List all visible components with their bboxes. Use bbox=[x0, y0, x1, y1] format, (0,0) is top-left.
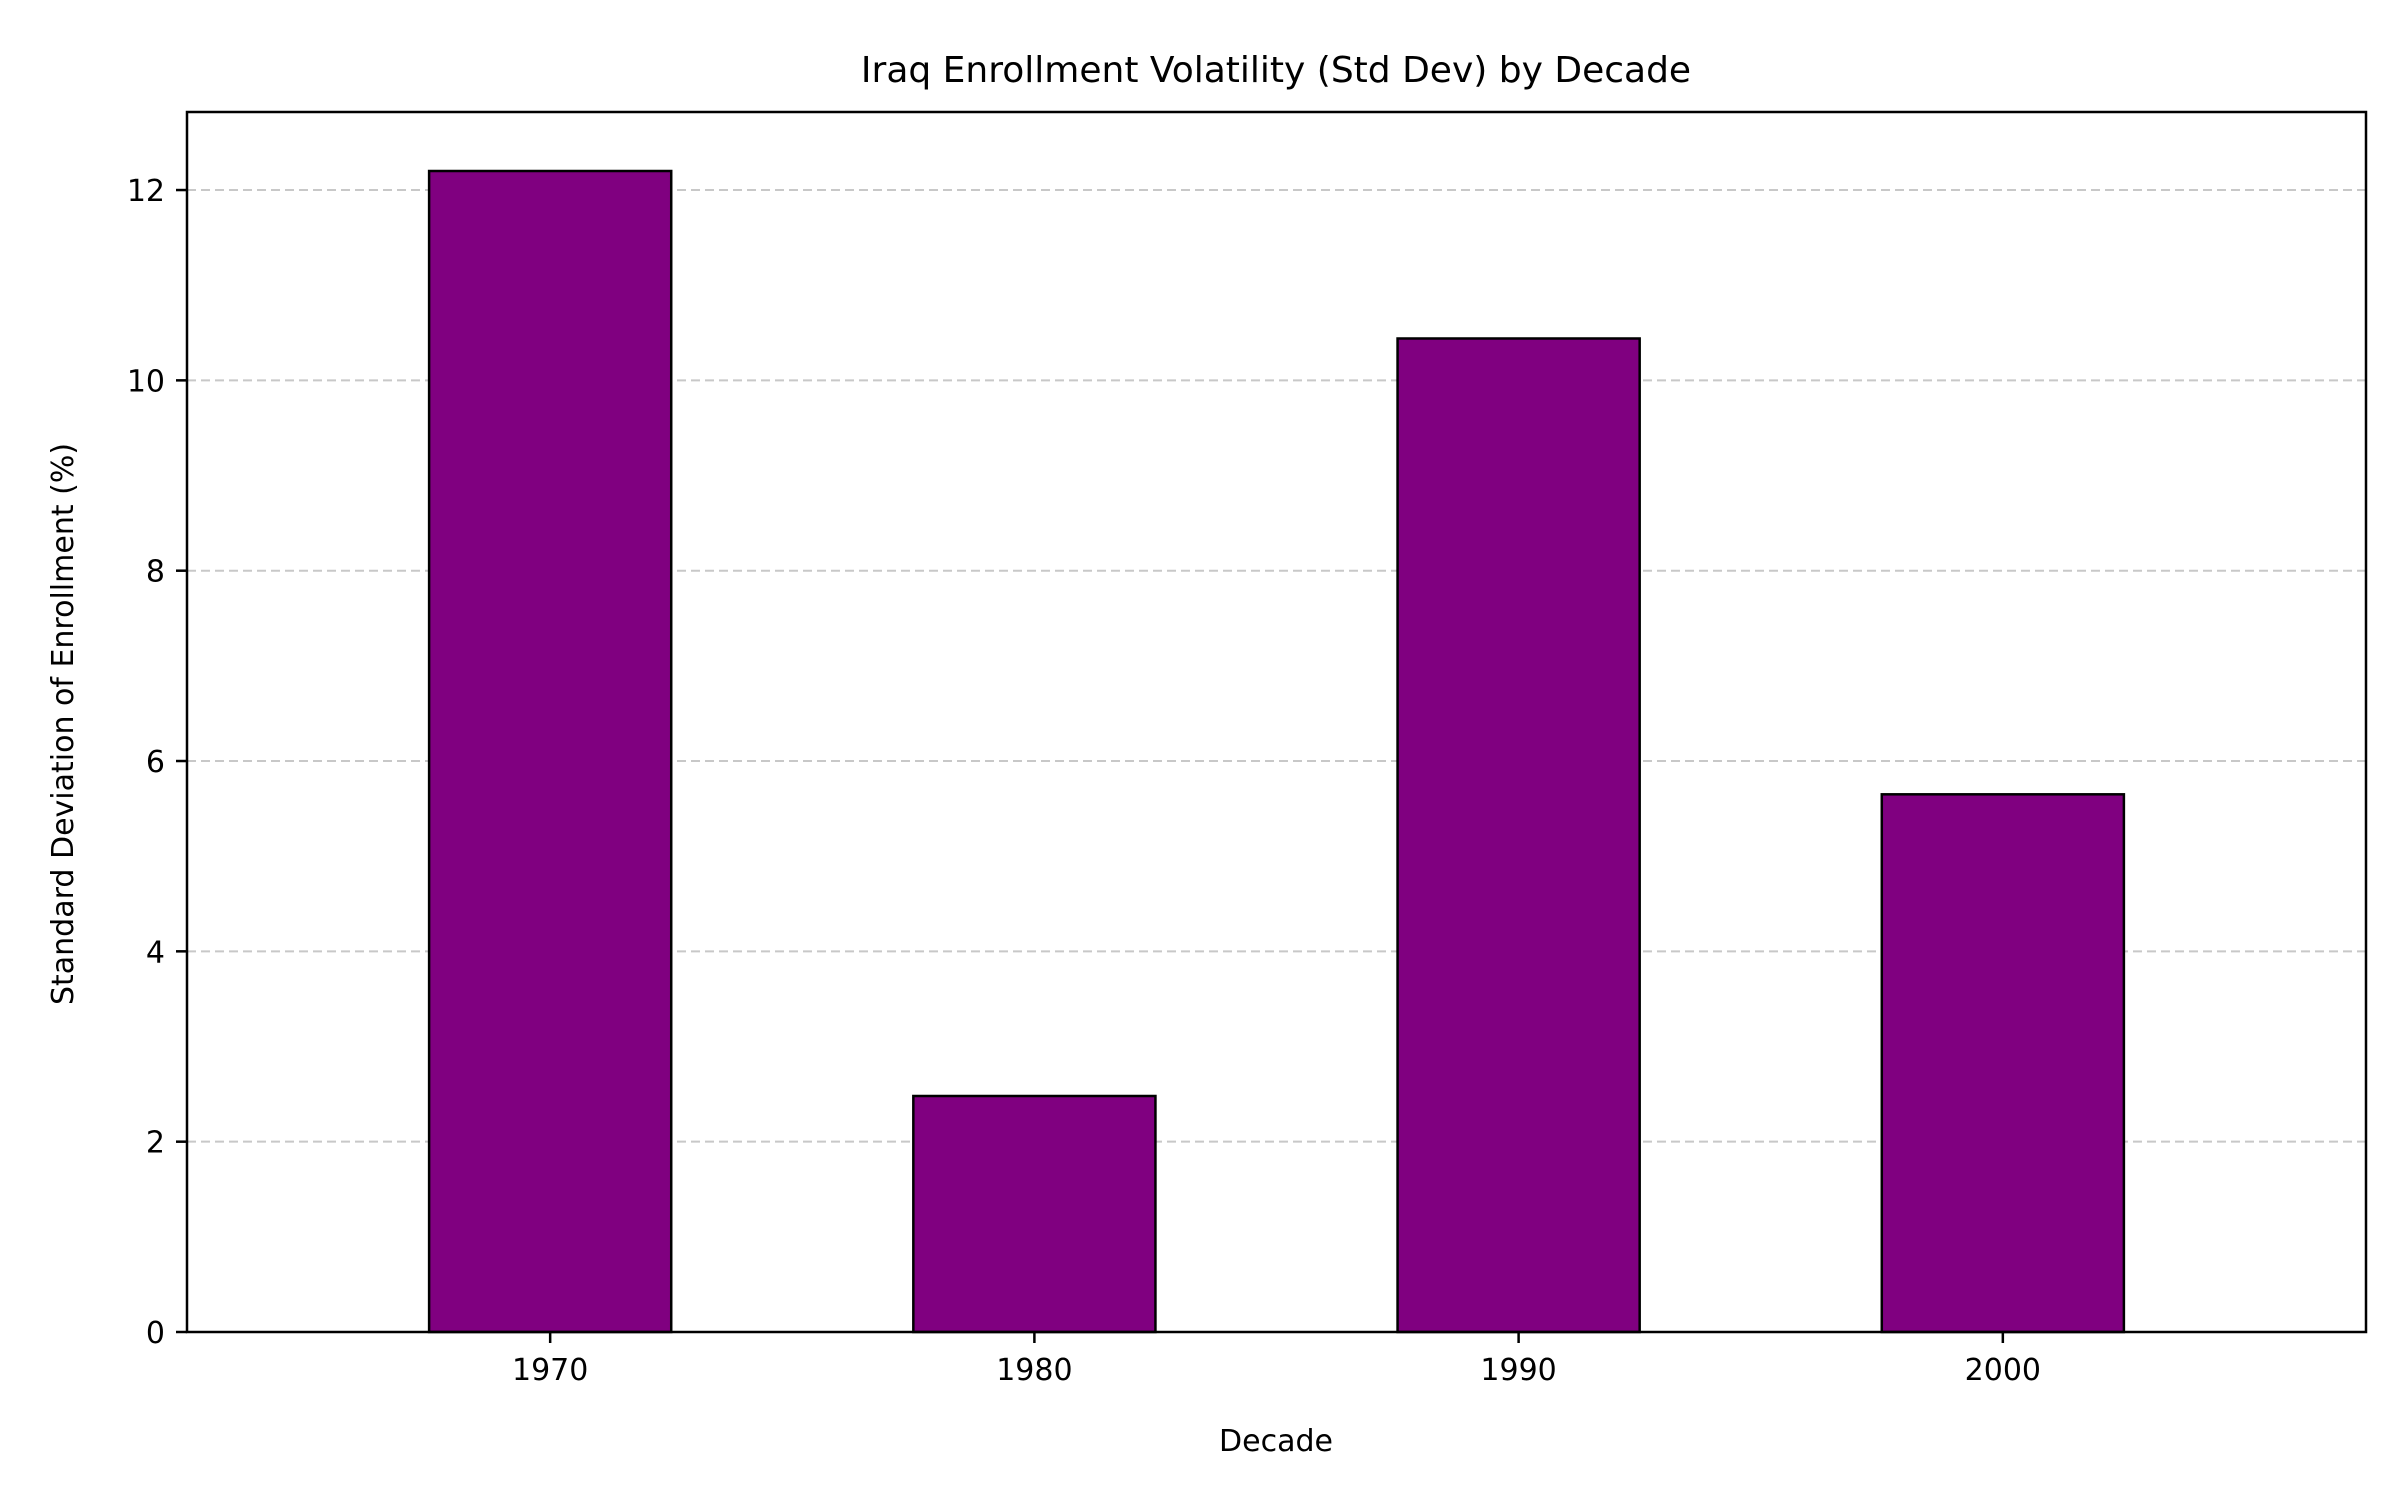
x-tick-label: 1990 bbox=[1480, 1353, 1556, 1388]
y-axis-ticks: 0 2 4 6 8 10 12 bbox=[127, 174, 187, 1351]
y-tick-label: 2 bbox=[146, 1126, 165, 1161]
x-axis-label: Decade bbox=[1219, 1424, 1333, 1459]
y-tick-label: 4 bbox=[146, 935, 165, 970]
plot-frame bbox=[185, 110, 2368, 1334]
x-axis-ticks: 1970 1980 1990 2000 bbox=[512, 1332, 2041, 1388]
x-tick-label: 2000 bbox=[1965, 1353, 2041, 1388]
bar-1970 bbox=[427, 169, 673, 1334]
y-tick-label: 10 bbox=[127, 364, 165, 399]
bar-2000 bbox=[1880, 793, 2126, 1334]
bar-1990 bbox=[1396, 337, 1641, 1334]
y-tick-label: 6 bbox=[146, 745, 165, 780]
y-tick-label: 12 bbox=[127, 174, 165, 209]
y-axis-label: Standard Deviation of Enrollment (%) bbox=[46, 443, 81, 1005]
y-tick-label: 0 bbox=[146, 1316, 165, 1351]
chart-title: Iraq Enrollment Volatility (Std Dev) by … bbox=[861, 50, 1691, 91]
x-tick-label: 1970 bbox=[512, 1353, 588, 1388]
bar-1980 bbox=[912, 1094, 1157, 1334]
x-tick-label: 1980 bbox=[996, 1353, 1072, 1388]
bars bbox=[427, 169, 2126, 1334]
y-tick-label: 8 bbox=[146, 555, 165, 590]
